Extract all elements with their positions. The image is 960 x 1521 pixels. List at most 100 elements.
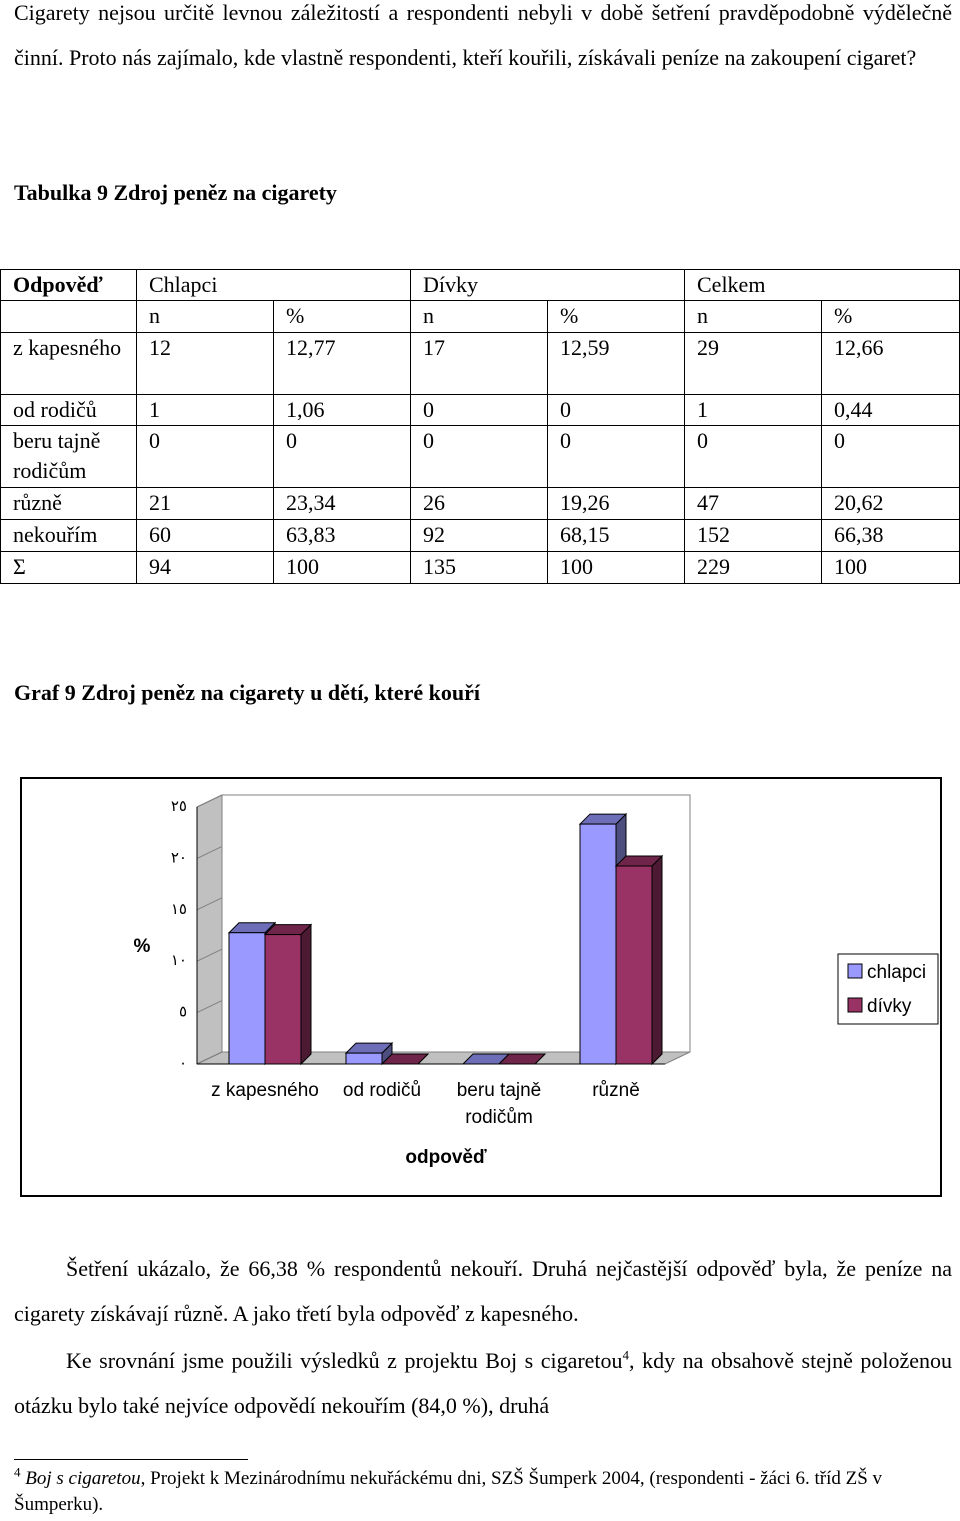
legend-label-chlapci: chlapci	[867, 962, 926, 983]
subheader-cell: %	[273, 300, 411, 333]
table-header-row: Odpověď Chlapci Dívky Celkem	[0, 269, 960, 301]
table-cell: 29	[684, 332, 822, 395]
y-gridline	[196, 1000, 223, 1014]
subheader-cell: n	[684, 300, 822, 333]
table-cell: 20,62	[821, 487, 960, 520]
table-cell: 23,34	[273, 487, 411, 520]
y-tick-label: ٥	[179, 1004, 187, 1021]
subheader-cell: n	[136, 300, 274, 333]
table-cell: 12,66	[821, 332, 960, 395]
subheader-cell: %	[821, 300, 960, 333]
y-gridline	[196, 948, 223, 962]
y-gridline	[196, 794, 223, 808]
y-gridline	[196, 1051, 223, 1065]
chart-caption: Graf 9 Zdroj peněz na cigarety u dětí, k…	[14, 680, 481, 705]
table-cell: 47	[684, 487, 822, 520]
table-cell: 94	[136, 551, 274, 584]
x-tick-label: beru tajně rodičům	[457, 1080, 542, 1128]
table-cell: 1,06	[273, 394, 411, 426]
table-row: od rodičů 1 1,06 0 0 1 0,44	[0, 394, 960, 426]
subheader-cell: n	[410, 300, 548, 333]
header-cell-girls: Dívky	[410, 269, 685, 301]
intro-paragraph: Cigarety nejsou určitě levnou záležitost…	[14, 0, 952, 70]
table-row: beru tajně rodičům 0 0 0 0 0 0	[0, 425, 960, 488]
table-row: nekouřím 60 63,83 92 68,15 152 66,38	[0, 519, 960, 552]
table-cell: 229	[684, 551, 822, 584]
y-gridline	[196, 845, 223, 859]
row-label: nekouřím	[0, 519, 137, 552]
y-tick-label: ١٥	[171, 901, 187, 918]
table-cell: 0	[684, 425, 822, 488]
header-cell-total: Celkem	[684, 269, 960, 301]
bar-chart-canvas: ٠ ٥ ١٠ ١٥ ٢٠ ٢٥% z kapesného od rodičů beru tajn…	[134, 794, 939, 1168]
table-cell: 0	[273, 425, 411, 488]
data-table: Odpověď Chlapci Dívky Celkem n % n % n %…	[0, 269, 960, 584]
table-cell: 1	[684, 394, 822, 426]
legend-label-dívky: dívky	[867, 996, 912, 1017]
legend-swatch-chlapci	[847, 963, 863, 979]
table-cell: 92	[410, 519, 548, 552]
x-tick-label: od rodičů	[343, 1080, 421, 1101]
table-cell: 17	[410, 332, 548, 395]
table-cell: 0	[821, 425, 960, 488]
table-cell: 66,38	[821, 519, 960, 552]
table-cell: 1	[136, 394, 274, 426]
legend-swatch-dívky	[847, 997, 863, 1013]
footnote-mark: 4	[14, 1464, 21, 1480]
y-tick-label: ٠	[179, 1055, 187, 1072]
comparison-paragraph: Ke srovnání jsme použili výsledků z proj…	[14, 1338, 952, 1428]
chart-side-wall	[196, 794, 223, 1065]
table-total-row: Σ 94 100 135 100 229 100	[0, 551, 960, 584]
y-axis-label: %	[134, 936, 151, 957]
table-cell: 60	[136, 519, 274, 552]
table-caption: Tabulka 9 Zdroj peněz na cigarety	[14, 180, 337, 205]
footnote-reference: 4	[622, 1347, 630, 1363]
y-gridline	[196, 897, 223, 911]
row-label: z kapesného	[0, 332, 137, 395]
table-cell: 19,26	[547, 487, 685, 520]
table-cell: 0	[410, 425, 548, 488]
bar-dívky-0	[263, 923, 313, 1066]
comparison-text-start: Ke srovnání jsme použili výsledků z proj…	[66, 1348, 623, 1373]
table-cell: 0	[547, 425, 685, 488]
row-label: různě	[0, 487, 137, 520]
table-row: z kapesného 12 12,77 17 12,59 29 12,66	[0, 332, 960, 395]
footnote-title: Boj s cigaretou	[25, 1468, 141, 1489]
table-cell: 100	[821, 551, 960, 584]
row-label: Σ	[0, 551, 137, 584]
y-tick-label: ٢٥	[171, 798, 187, 815]
table-cell: 152	[684, 519, 822, 552]
subheader-cell-empty	[0, 300, 137, 333]
table-cell: 0	[547, 394, 685, 426]
table-cell: 63,83	[273, 519, 411, 552]
y-tick-label: ١٠	[171, 952, 187, 969]
x-tick-label: z kapesného	[211, 1080, 319, 1101]
bar-chlapci-1	[344, 1041, 394, 1066]
subheader-cell: %	[547, 300, 685, 333]
table-cell: 21	[136, 487, 274, 520]
x-tick-label: různě	[592, 1080, 640, 1101]
footnote-text: , Projekt k Mezinárodnímu nekuřáckému dn…	[14, 1468, 883, 1515]
table-cell: 100	[547, 551, 685, 584]
table-cell: 26	[410, 487, 548, 520]
header-cell-answer: Odpověď	[0, 269, 137, 301]
bar-dívky-2	[497, 1053, 547, 1065]
table-subheader-row: n % n % n %	[0, 300, 960, 333]
bar-dívky-1	[380, 1053, 430, 1065]
footnote: 4 Boj s cigaretou, Projekt k Mezinárodní…	[14, 1466, 954, 1518]
row-label: od rodičů	[0, 394, 137, 426]
result-paragraph: Šetření ukázalo, že 66,38 % respondentů …	[14, 1256, 952, 1326]
table-cell: 12,59	[547, 332, 685, 395]
table-cell: 135	[410, 551, 548, 584]
table-cell: 12,77	[273, 332, 411, 395]
bar-dívky-3	[614, 854, 664, 1066]
bar-chart: ٠ ٥ ١٠ ١٥ ٢٠ ٢٥% z kapesného od rodičů beru tajn…	[20, 777, 942, 1197]
table-cell: 100	[273, 551, 411, 584]
x-axis-label: odpověď	[405, 1147, 487, 1168]
table-cell: 0,44	[821, 394, 960, 426]
table-cell: 12	[136, 332, 274, 395]
row-label: beru tajně rodičům	[0, 425, 137, 488]
table-cell: 0	[410, 394, 548, 426]
table-cell: 68,15	[547, 519, 685, 552]
comparison-text-end: , kdy na obsahově stejně položenou otázk…	[14, 1348, 953, 1418]
